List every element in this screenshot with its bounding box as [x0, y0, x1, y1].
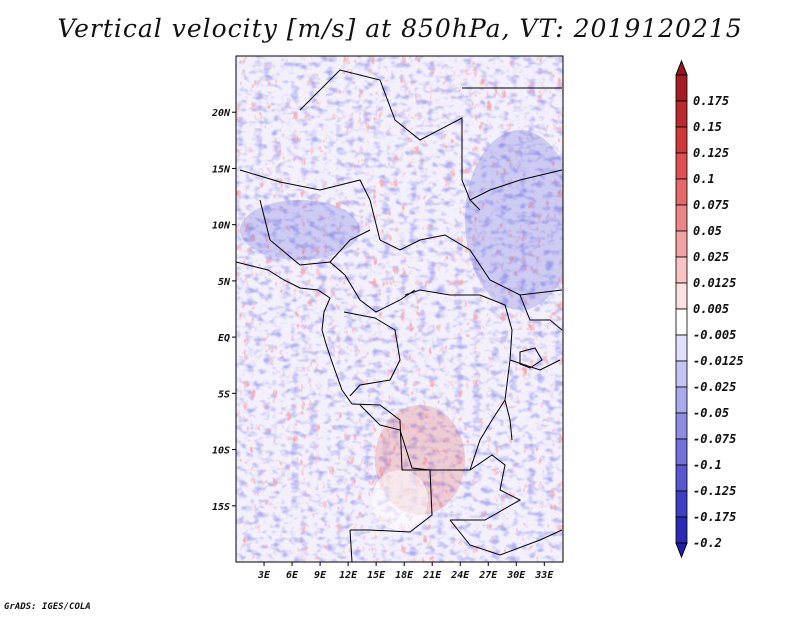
colorbar-label: 0.125 — [693, 146, 729, 160]
border-gulf — [469, 169, 563, 201]
lon-tick-label: 30E — [506, 570, 526, 581]
colorbar-label: 0.1 — [693, 172, 715, 186]
colorbar-bottom-arrow — [675, 542, 688, 559]
border-niger-chad — [239, 169, 381, 241]
colorbar: 0.175 0.15 0.125 0.1 0.075 0.05 0.025 0.0125 0.0… — [675, 59, 744, 559]
lon-tick-label: 12E — [339, 570, 358, 581]
lon-tick-label: 15E — [367, 570, 386, 581]
lon-tick-label: 21E — [422, 570, 442, 581]
colorbar-swatch — [675, 230, 688, 258]
lon-tick-label: 3E — [257, 570, 271, 581]
lat-tick-label: 10N — [212, 221, 231, 232]
colorbar-swatch — [675, 204, 688, 232]
colorbar-label: -0.1 — [693, 458, 722, 472]
lat-tick-label: 5S — [218, 389, 230, 400]
map-frame — [235, 55, 564, 563]
colorbar-label: -0.025 — [693, 380, 736, 394]
colorbar-label: -0.125 — [693, 484, 736, 498]
border-chad-car — [379, 234, 563, 296]
border-namibia — [349, 529, 353, 562]
colorbar-swatch — [675, 412, 688, 440]
colorbar-swatch — [675, 516, 688, 544]
colorbar-swatch — [675, 334, 688, 362]
lat-axis: 20N 15N 10N 5N EQ 5S 10S 15S — [211, 108, 236, 513]
colorbar-swatch — [675, 386, 688, 414]
colorbar-label: 0.025 — [693, 250, 729, 264]
lat-tick-label: EQ — [218, 333, 230, 344]
colorbar-label: 0.15 — [693, 120, 722, 134]
country-borders — [236, 69, 563, 562]
lat-tick-label: 10S — [212, 446, 230, 457]
colorbar-label: -0.175 — [693, 510, 736, 524]
lon-axis: 3E 6E 9E 12E 15E 18E 21E 24E 27E 30E 33E — [257, 562, 554, 581]
lake-tanganyika — [504, 399, 513, 441]
border-congo — [343, 311, 401, 397]
colorbar-swatch — [675, 152, 688, 180]
colorbar-swatch — [675, 308, 688, 336]
colorbar-swatch — [675, 74, 688, 102]
colorbar-label: -0.2 — [693, 536, 722, 550]
lat-tick-label: 5N — [218, 277, 231, 288]
coastline-west-africa — [236, 261, 353, 405]
colorbar-swatch — [675, 100, 688, 128]
credit-text: GrADS: IGES/COLA — [4, 602, 91, 612]
colorbar-swatch — [675, 438, 688, 466]
colorbar-swatch — [675, 282, 688, 310]
colorbar-swatch — [675, 464, 688, 492]
border-cameroon — [329, 261, 416, 313]
border-zambia — [432, 454, 522, 521]
border-north — [299, 69, 481, 211]
lon-tick-label: 9E — [314, 570, 327, 581]
colorbar-swatch — [675, 360, 688, 388]
lake-victoria — [519, 347, 543, 369]
lon-tick-label: 27E — [478, 570, 498, 581]
colorbar-label: -0.05 — [693, 406, 729, 420]
colorbar-label: -0.0125 — [693, 354, 744, 368]
lon-tick-label: 6E — [286, 570, 299, 581]
colorbar-swatch — [675, 126, 688, 154]
colorbar-label: 0.005 — [693, 302, 729, 316]
lon-tick-label: 33E — [534, 570, 554, 581]
colorbar-swatch — [675, 490, 688, 518]
lat-tick-label: 20N — [211, 108, 231, 119]
lat-tick-label: 15S — [212, 502, 230, 513]
colorbar-label: -0.005 — [693, 328, 736, 342]
colorbar-label: 0.175 — [693, 94, 729, 108]
lat-tick-label: 15N — [212, 164, 231, 175]
border-drc — [359, 289, 513, 471]
chart-title: Vertical velocity [m/s] at 850hPa, VT: 2… — [57, 14, 743, 43]
colorbar-swatch — [675, 178, 688, 206]
border-nigeria — [259, 199, 371, 266]
border-east — [519, 294, 563, 331]
colorbar-label: 0.0125 — [693, 276, 736, 290]
colorbar-top-arrow — [675, 59, 688, 76]
border-south — [449, 519, 563, 556]
lon-tick-label: 24E — [450, 570, 470, 581]
vertical-velocity-field — [236, 56, 563, 562]
colorbar-label: -0.075 — [693, 432, 736, 446]
lon-tick-label: 18E — [395, 570, 414, 581]
colorbar-label: 0.075 — [693, 198, 729, 212]
colorbar-label: 0.05 — [693, 224, 722, 238]
border-angola — [350, 403, 433, 533]
colorbar-swatch — [675, 256, 688, 284]
